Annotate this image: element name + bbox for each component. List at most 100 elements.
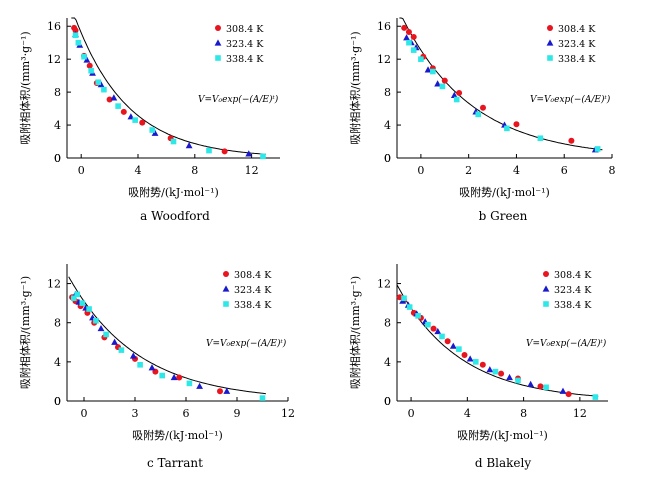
data-point [453, 96, 460, 103]
y-tick-label: 8 [384, 86, 391, 99]
y-tick-label: 12 [377, 278, 391, 291]
data-point [506, 373, 513, 381]
fit-equation: V=V₀exp(−(A/E)ᵗ) [526, 338, 607, 349]
y-tick-label: 12 [47, 53, 61, 66]
data-point [461, 352, 468, 359]
data-point [120, 108, 127, 115]
data-point [430, 325, 437, 332]
data-point [410, 47, 417, 53]
data-point [466, 355, 474, 362]
data-point [425, 321, 431, 328]
data-point [137, 361, 143, 368]
legend-marker [547, 25, 553, 31]
x-tick-label: 12 [573, 407, 587, 420]
legend-marker [214, 39, 222, 46]
legend-label: 338.4 K [226, 54, 264, 65]
data-point [418, 56, 424, 62]
data-point [406, 304, 413, 310]
data-point [515, 377, 521, 384]
series-338.4K [406, 39, 601, 152]
x-tick-label: 12 [281, 407, 295, 420]
fit-equation: V=V₀exp(−(A/E)ᵗ) [530, 94, 611, 105]
data-point [568, 137, 575, 144]
y-tick-label: 4 [384, 119, 391, 132]
data-point [441, 77, 448, 84]
data-point [504, 125, 510, 132]
y-tick-label: 0 [54, 395, 61, 408]
data-point [479, 361, 486, 368]
data-point [110, 94, 118, 101]
data-point [403, 34, 410, 41]
data-point [559, 387, 567, 394]
data-point [592, 394, 599, 400]
data-point [186, 380, 193, 387]
legend-label: 338.4 K [558, 54, 596, 65]
data-point [405, 29, 412, 35]
data-point [450, 91, 458, 99]
data-point [176, 374, 183, 381]
data-point [139, 119, 146, 126]
legend-marker [546, 39, 554, 46]
data-point [492, 368, 499, 375]
data-point [401, 295, 407, 302]
series-323.4K [403, 34, 599, 153]
legend-label: 323.4 K [558, 39, 596, 50]
y-tick-label: 12 [377, 53, 391, 66]
fit-equation: V=V₀exp(−(A/E)ᵗ) [198, 94, 279, 105]
data-point [79, 300, 86, 306]
data-point [401, 24, 408, 31]
y-tick-label: 12 [47, 278, 61, 291]
data-point [74, 291, 80, 298]
y-tick-label: 4 [54, 356, 61, 369]
panel-label: c Tarrant [147, 456, 203, 470]
data-point [260, 153, 266, 160]
data-point [71, 295, 77, 302]
legend-label: 308.4 K [558, 24, 596, 35]
legend-label: 338.4 K [234, 300, 272, 311]
y-tick-label: 0 [384, 395, 391, 408]
panel-1: 0 4 8 1204812160吸附相体积/(mm³·g⁻¹)吸附势/(kJ·mol⁻… [18, 17, 280, 223]
panel-4: 0 4 8 12048120吸附相体积/(mm³·g⁻¹)吸附势/(kJ·mol⁻¹)… [348, 264, 608, 470]
y-axis-title: 吸附相体积/(mm³·g⁻¹) [348, 276, 362, 389]
data-point [565, 391, 572, 398]
data-point [106, 96, 113, 103]
panel-2: 0 2 4 6 804812160吸附相体积/(mm³·g⁻¹)吸附势/(kJ·mol⁻… [348, 17, 616, 223]
legend-label: 338.4 K [554, 300, 592, 311]
y-tick-label: 16 [377, 20, 391, 33]
data-point [424, 66, 432, 73]
data-point [101, 86, 107, 93]
legend-label: 308.4 K [226, 24, 264, 35]
legend-label: 323.4 K [234, 285, 272, 296]
y-tick-label: 0 [54, 395, 61, 408]
y-axis-title: 吸附相体积/(mm³·g⁻¹) [18, 31, 32, 144]
data-point [456, 89, 463, 96]
data-point [196, 382, 203, 389]
data-point [115, 103, 121, 109]
data-point [206, 147, 212, 154]
data-point [439, 333, 445, 340]
data-point [221, 148, 228, 155]
data-point [456, 346, 462, 352]
data-point [86, 306, 92, 312]
data-point [103, 331, 109, 338]
data-point [527, 380, 535, 387]
legend-marker [215, 25, 221, 31]
y-tick-label: 8 [384, 317, 391, 330]
data-point [475, 111, 482, 118]
data-point [81, 53, 87, 60]
fit-curve [399, 17, 603, 151]
data-point [170, 138, 177, 145]
y-tick-label: 0 [384, 152, 391, 165]
y-axis-title: 吸附相体积/(mm³·g⁻¹) [18, 276, 32, 389]
data-point [118, 347, 125, 353]
data-point [410, 33, 417, 40]
x-tick-label: 6 [183, 407, 190, 420]
x-tick-label: 8 [520, 407, 527, 420]
data-point [72, 32, 79, 39]
y-tick-label: 16 [47, 20, 61, 33]
x-tick-label: 3 [132, 407, 139, 420]
panel-label: b Green [479, 209, 528, 223]
data-point [223, 387, 231, 394]
data-point [449, 342, 457, 349]
